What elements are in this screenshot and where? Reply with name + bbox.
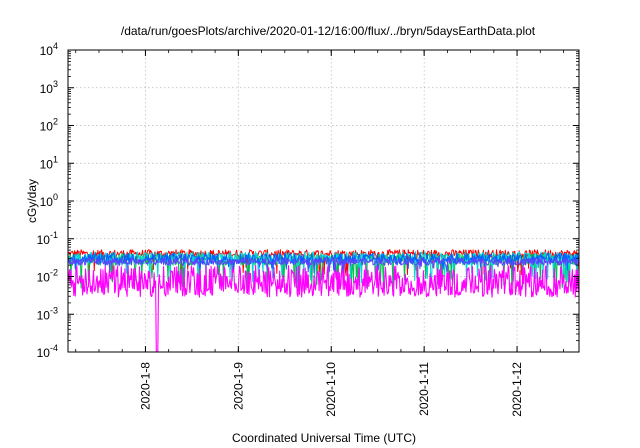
series-line-4 bbox=[67, 252, 580, 271]
y-tick-label: 10-3 bbox=[37, 305, 58, 322]
x-tick-label: 2020-1-10 bbox=[324, 362, 338, 417]
y-tick-label: 104 bbox=[40, 41, 58, 58]
y-tick-label: 10-2 bbox=[37, 268, 58, 285]
y-tick-label: 101 bbox=[40, 154, 58, 171]
y-axis-ticks: 10-4 10-3 10-2 10-1 100 101 102 103 104 bbox=[37, 41, 579, 360]
series-line-3 bbox=[67, 264, 580, 353]
series-line-5 bbox=[67, 257, 580, 274]
x-tick-label: 2020-1-12 bbox=[510, 362, 524, 417]
y-tick-label: 10-1 bbox=[37, 230, 58, 247]
chart-title: /data/run/goesPlots/archive/2020-01-12/1… bbox=[121, 24, 536, 38]
x-axis-ticks: 2020-1-8 2020-1-9 2020-1-10 2020-1-11 2020-1… bbox=[75, 50, 564, 417]
y-tick-label: 102 bbox=[40, 117, 58, 134]
y-tick-label: 10-4 bbox=[37, 343, 58, 360]
x-tick-label: 2020-1-9 bbox=[231, 362, 245, 410]
y-tick-label: 103 bbox=[40, 79, 58, 96]
x-tick-label: 2020-1-8 bbox=[138, 362, 152, 410]
series-group bbox=[67, 249, 580, 353]
grid-lines bbox=[68, 50, 579, 352]
y-tick-label: 100 bbox=[40, 192, 58, 209]
x-axis-label: Coordinated Universal Time (UTC) bbox=[232, 431, 416, 445]
x-tick-label: 2020-1-11 bbox=[417, 362, 431, 416]
y-axis-label: cGy/day bbox=[25, 179, 39, 223]
